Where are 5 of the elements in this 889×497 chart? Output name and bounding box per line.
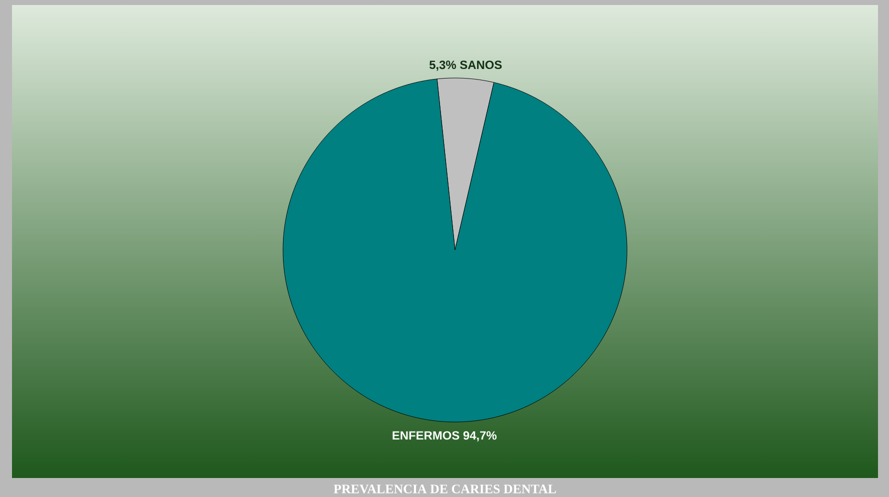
slice-label: SANOS bbox=[460, 60, 502, 70]
slice-label: ENFERMOS bbox=[392, 431, 460, 440]
data-label: 5,3% bbox=[429, 60, 456, 71]
text: PREVALENCIA DE CARIES DENTAL bbox=[334, 484, 556, 494]
data-label: 94,7% bbox=[463, 431, 497, 442]
